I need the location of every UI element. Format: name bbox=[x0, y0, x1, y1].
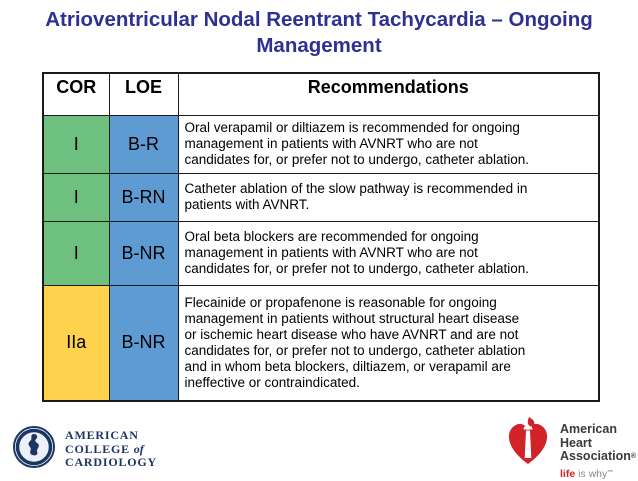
loe-value: B-NR bbox=[109, 285, 178, 401]
cor-value: IIa bbox=[43, 285, 109, 401]
table-header-row: COR LOE Recommendations bbox=[43, 73, 599, 115]
aha-line1: American bbox=[560, 423, 636, 437]
aha-logo-text: American Heart Association® life is why™ bbox=[560, 423, 636, 481]
acc-logo-text: AMERICAN COLLEGE of CARDIOLOGY bbox=[65, 429, 157, 470]
aha-line3: Association® bbox=[560, 450, 636, 464]
slide-title-line1: Atrioventricular Nodal Reentrant Tachyca… bbox=[0, 7, 638, 33]
aha-heart-torch-icon bbox=[501, 413, 555, 481]
recommendations-table: COR LOE Recommendations I B-R Oral verap… bbox=[42, 72, 600, 402]
table-row: IIa B-NR Flecainide or propafenone is re… bbox=[43, 285, 599, 401]
table-row: I B-RN Catheter ablation of the slow pat… bbox=[43, 173, 599, 221]
slide-title: Atrioventricular Nodal Reentrant Tachyca… bbox=[0, 7, 638, 59]
slide-title-line2: Management bbox=[0, 33, 638, 59]
cor-value: I bbox=[43, 115, 109, 173]
aha-registered-mark: ® bbox=[631, 453, 636, 460]
acc-emblem-icon bbox=[12, 425, 56, 474]
recommendation-text: Catheter ablation of the slow pathway is… bbox=[178, 173, 599, 221]
aha-trademark: ™ bbox=[607, 470, 613, 476]
recommendation-text: Oral beta blockers are recommended for o… bbox=[178, 221, 599, 285]
acc-line3: CARDIOLOGY bbox=[65, 456, 157, 470]
recommendations-table-container: COR LOE Recommendations I B-R Oral verap… bbox=[42, 72, 600, 402]
acc-line2: COLLEGE of bbox=[65, 443, 157, 457]
acc-logo: AMERICAN COLLEGE of CARDIOLOGY bbox=[12, 425, 157, 474]
recommendation-text: Oral verapamil or diltiazem is recommend… bbox=[178, 115, 599, 173]
table-row: I B-R Oral verapamil or diltiazem is rec… bbox=[43, 115, 599, 173]
header-recommendations: Recommendations bbox=[178, 73, 599, 115]
acc-of: of bbox=[134, 442, 144, 456]
cor-value: I bbox=[43, 221, 109, 285]
cor-value: I bbox=[43, 173, 109, 221]
loe-value: B-R bbox=[109, 115, 178, 173]
loe-value: B-NR bbox=[109, 221, 178, 285]
aha-logo: American Heart Association® life is why™ bbox=[501, 413, 636, 481]
header-loe: LOE bbox=[109, 73, 178, 115]
aha-tagline: life is why™ bbox=[560, 467, 636, 481]
table-row: I B-NR Oral beta blockers are recommende… bbox=[43, 221, 599, 285]
recommendation-text: Flecainide or propafenone is reasonable … bbox=[178, 285, 599, 401]
aha-line2: Heart bbox=[560, 437, 636, 451]
loe-value: B-RN bbox=[109, 173, 178, 221]
acc-line1: AMERICAN bbox=[65, 429, 157, 443]
header-cor: COR bbox=[43, 73, 109, 115]
